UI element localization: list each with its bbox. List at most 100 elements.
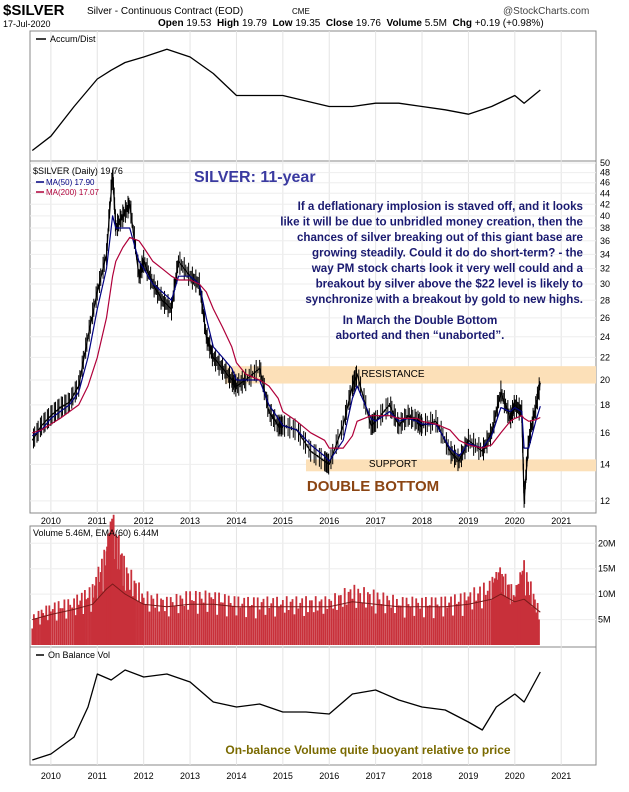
volume-bar	[220, 602, 222, 645]
volume-bar	[113, 559, 116, 645]
support-resistance-bands	[225, 366, 596, 472]
volume-bar	[314, 596, 317, 645]
volume-bar	[104, 565, 107, 645]
volume-bar	[434, 597, 437, 645]
x-tick-label: 2017	[366, 516, 386, 526]
volume-bar	[87, 597, 89, 645]
volume-bar	[272, 598, 275, 645]
volume-label: Volume	[386, 18, 422, 29]
volume-bar	[365, 607, 367, 645]
volume-bar	[206, 611, 209, 645]
volume-bar	[121, 553, 123, 645]
volume-bar	[453, 594, 456, 645]
volume-bar	[61, 608, 64, 645]
close-value: 19.76	[355, 18, 381, 29]
volume-bar	[405, 597, 408, 645]
volume-bar	[189, 591, 191, 645]
volume-bar	[345, 604, 348, 645]
volume-bar	[341, 606, 344, 645]
volume-bar	[355, 607, 358, 645]
volume-bar	[461, 615, 464, 645]
volume-bar	[51, 609, 54, 645]
volume-bar	[131, 596, 134, 645]
volume-bar	[198, 591, 201, 645]
volume-bar	[505, 596, 508, 645]
volume-bar	[74, 615, 77, 645]
volume-bar	[524, 595, 527, 645]
volume-bar	[320, 599, 323, 645]
y-tick-label: 26	[600, 313, 610, 323]
volume-bar	[187, 609, 190, 645]
volume-bar	[326, 608, 329, 645]
volume-bar	[274, 616, 277, 645]
volume-bar	[382, 592, 385, 645]
volume-bar	[98, 581, 101, 645]
volume-bar	[390, 607, 392, 645]
volume-bar	[96, 599, 99, 645]
volume-bar	[118, 569, 121, 645]
volume-bar	[411, 596, 414, 645]
volume-bar	[249, 606, 251, 645]
volume-bar	[473, 587, 476, 645]
volume-bar	[440, 596, 443, 645]
accum-label: Accum/Dist	[50, 34, 96, 44]
resistance-label: RESISTANCE	[361, 369, 424, 380]
volume-bar	[152, 598, 155, 645]
watermark: @StockCharts.com	[503, 6, 590, 17]
contract-name: Silver - Continuous Contract (EOD)	[87, 6, 244, 17]
volume-bar	[117, 535, 120, 645]
volume-bar	[59, 608, 62, 645]
volume-bar	[144, 604, 147, 645]
volume-bar	[82, 613, 85, 645]
y-tick-label: 36	[600, 236, 610, 246]
volume-bar	[501, 573, 503, 645]
volume-bar	[99, 572, 102, 645]
commentary-line: If a deflationary implosion is staved of…	[298, 200, 583, 213]
y-tick-label: 46	[600, 178, 610, 188]
volume-bar	[37, 610, 40, 645]
volume-bar	[357, 588, 360, 645]
volume-bar	[407, 604, 410, 645]
volume-bar	[115, 536, 118, 645]
volume-bar	[486, 590, 489, 645]
volume-value: 5.5M	[424, 18, 447, 29]
volume-bar	[450, 596, 452, 645]
volume-bar	[216, 614, 219, 645]
accum-dist-line	[31, 48, 541, 152]
volume-bar	[225, 616, 228, 645]
volume-bar	[278, 606, 280, 645]
volume-bar	[368, 594, 371, 645]
volume-bar	[388, 600, 391, 645]
march-note-line: In March the Double Bottom	[343, 314, 498, 327]
volume-bar	[531, 606, 534, 645]
volume-bar	[185, 591, 188, 645]
volume-bar	[322, 613, 325, 645]
volume-bar	[32, 614, 35, 645]
volume-bar	[34, 618, 37, 645]
volume-bar	[455, 603, 458, 645]
x-tick-label: 2011	[88, 771, 107, 781]
volume-bar	[231, 606, 234, 645]
volume-bar	[97, 566, 100, 645]
volume-bar	[177, 613, 180, 645]
volume-bar	[122, 585, 124, 645]
volume-bar	[90, 611, 92, 645]
volume-bar	[467, 596, 470, 645]
volume-bar	[523, 560, 525, 645]
volume-bar	[148, 611, 151, 645]
volume-bar	[436, 604, 439, 645]
volume-bar	[484, 594, 487, 645]
volume-bar	[171, 602, 174, 645]
x-tick-label: 2021	[551, 516, 571, 526]
volume-bar	[532, 593, 535, 645]
obv-label: On Balance Vol	[48, 650, 110, 660]
volume-bar	[116, 569, 119, 645]
volume-bar	[258, 609, 261, 645]
volume-bar	[374, 613, 377, 645]
x-tick-label: 2014	[226, 771, 246, 781]
commentary-line: synchronize with a breakout by gold to n…	[305, 293, 583, 306]
volume-bar	[83, 590, 86, 645]
volume-bar	[202, 602, 205, 645]
volume-tick-label: 5M	[598, 615, 611, 625]
y-tick-label: 44	[600, 188, 610, 198]
